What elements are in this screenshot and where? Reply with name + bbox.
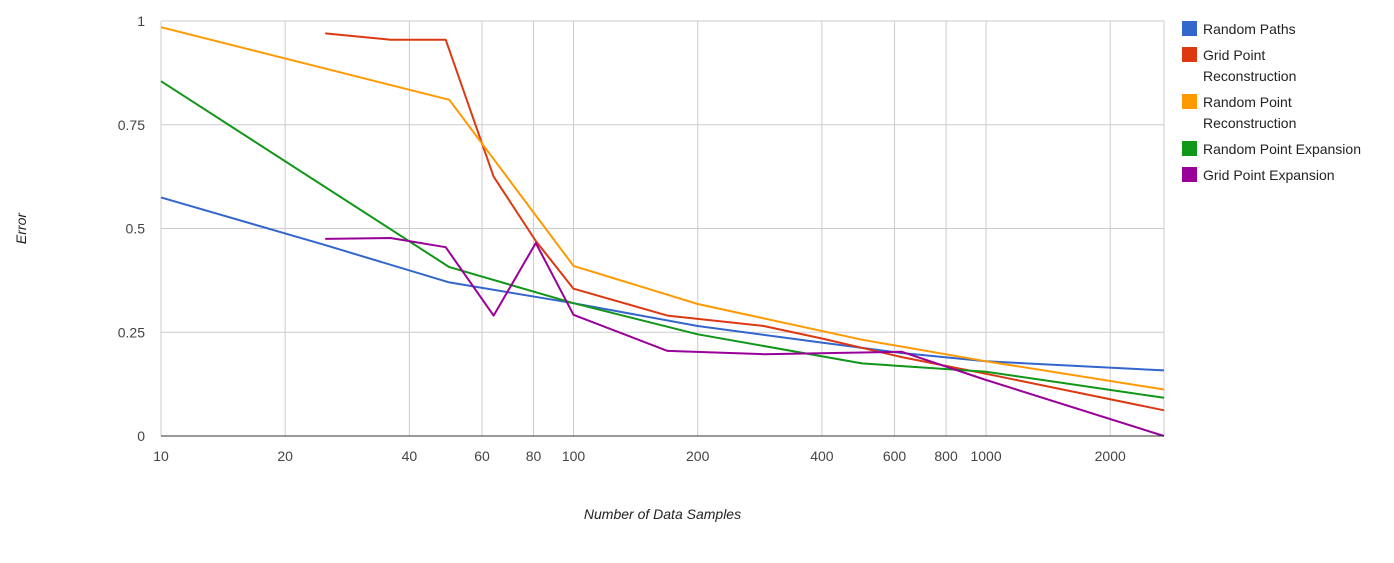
x-tick-label: 80	[526, 448, 542, 464]
x-tick-label: 10	[153, 448, 169, 464]
x-tick-label: 200	[686, 448, 710, 464]
y-tick-label: 0.25	[118, 324, 145, 340]
legend-swatch	[1182, 167, 1197, 182]
legend-label-line: Random Point	[1203, 94, 1292, 110]
legend-label-line: Random Point Expansion	[1203, 141, 1361, 157]
series-line	[325, 237, 1165, 437]
legend-swatch	[1182, 94, 1197, 109]
legend-label-line: Grid Point	[1203, 47, 1265, 63]
y-tick-label: 0.5	[126, 221, 146, 237]
legend-entry: Random Point Reconstruction	[1182, 94, 1296, 131]
legend-label: Random Point Expansion	[1203, 141, 1361, 157]
legend-label: Random Point Reconstruction	[1203, 94, 1296, 131]
x-tick-label: 60	[474, 448, 490, 464]
legend-entry: Random Point Expansion	[1182, 141, 1361, 157]
x-tick-label: 400	[810, 448, 834, 464]
legend-entry: Grid Point Reconstruction	[1182, 47, 1296, 84]
x-tick-label: 800	[934, 448, 958, 464]
y-tick-label: 0	[137, 428, 145, 444]
x-tick-label: 100	[562, 448, 586, 464]
legend-swatch	[1182, 141, 1197, 156]
series-line	[160, 196, 1165, 372]
legend-label: Grid Point Reconstruction	[1203, 47, 1296, 84]
legend-label: Grid Point Expansion	[1203, 167, 1335, 183]
series-line	[325, 32, 1165, 412]
axes: 10 20 40 60 80 100 200 400 600 800 1000 2000 0 0.25 0.…	[118, 13, 1164, 464]
legend-label-line: Grid Point Expansion	[1203, 167, 1335, 183]
legend-label-line: Random Paths	[1203, 21, 1296, 37]
series-line	[160, 80, 1165, 399]
x-tick-label: 2000	[1095, 448, 1126, 464]
series-line	[160, 26, 1165, 391]
legend-label-line: Reconstruction	[1203, 115, 1296, 131]
y-tick-label: 0.75	[118, 117, 145, 133]
gridlines	[160, 20, 1165, 436]
legend-entry: Random Paths	[1182, 21, 1296, 37]
x-tick-label: 20	[277, 448, 293, 464]
y-tick-label: 1	[137, 13, 145, 29]
x-tick-label: 600	[883, 448, 907, 464]
legend-swatch	[1182, 21, 1197, 36]
series-lines	[160, 26, 1165, 437]
x-axis-title: Number of Data Samples	[584, 506, 741, 522]
x-tick-label: 40	[402, 448, 418, 464]
legend-label: Random Paths	[1203, 21, 1296, 37]
legend-entry: Grid Point Expansion	[1182, 167, 1335, 183]
x-tick-label: 1000	[970, 448, 1001, 464]
legend-swatch	[1182, 47, 1197, 62]
y-axis-title: Error	[13, 212, 29, 244]
legend-label-line: Reconstruction	[1203, 68, 1296, 84]
